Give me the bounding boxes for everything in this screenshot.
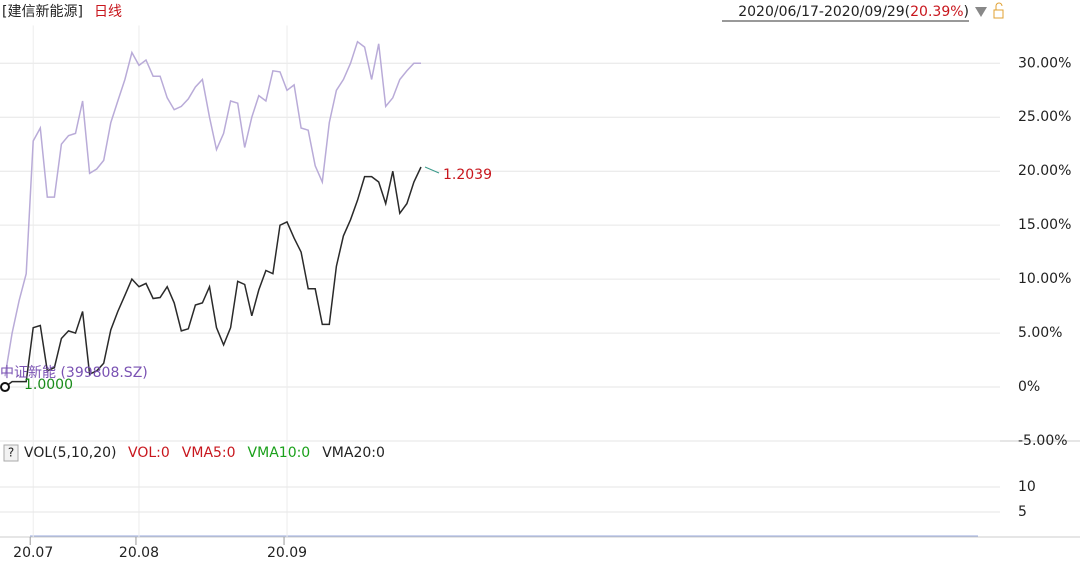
- end-pointer: [424, 166, 440, 174]
- indicator-readout: VMA10:0: [248, 445, 311, 461]
- date-range: 2020/06/17-2020/09/29: [738, 4, 904, 20]
- help-button[interactable]: [3, 444, 19, 462]
- indicator-readout: VMA20:0: [322, 445, 385, 461]
- end-label: 1.2039: [443, 167, 492, 183]
- x-tick-label: 20.09: [267, 545, 307, 561]
- y-tick-label: 15.00%: [1018, 217, 1071, 233]
- x-tick-label: 20.08: [119, 545, 159, 561]
- indicator-readout: VMA5:0: [182, 445, 236, 461]
- start-label: 1.0000: [24, 377, 73, 393]
- help-text: ?: [8, 446, 14, 460]
- y-tick-label: 5: [1018, 504, 1027, 520]
- y-tick-label: 5.00%: [1018, 325, 1062, 341]
- lock-icon: [995, 2, 1003, 10]
- y-tick-label: 30.00%: [1018, 55, 1071, 71]
- range-change: 20.39%: [910, 4, 963, 20]
- y-tick-label: -5.00%: [1018, 433, 1068, 449]
- indicator-readout: VOL:0: [128, 445, 170, 461]
- date-range-header: 2020/06/17-2020/09/29(20.39%): [738, 4, 969, 20]
- chart-title: [建信新能源]: [2, 4, 83, 20]
- y-tick-label: 0%: [1018, 379, 1040, 395]
- y-tick-label: 20.00%: [1018, 163, 1071, 179]
- series-line: [4, 166, 422, 388]
- dropdown-icon[interactable]: [975, 7, 987, 17]
- period: 日线: [94, 4, 122, 20]
- y-tick-label: 10.00%: [1018, 271, 1071, 287]
- paren: (: [905, 4, 910, 20]
- paren: ): [964, 4, 969, 20]
- y-tick-label: 25.00%: [1018, 109, 1071, 125]
- x-tick-label: 20.07: [13, 545, 53, 561]
- lock-icon[interactable]: [993, 9, 1004, 19]
- y-tick-label: 10: [1018, 479, 1036, 495]
- start-marker: [0, 382, 10, 393]
- series-line: [4, 40, 421, 377]
- indicator: VOL(5,10,20): [24, 445, 117, 461]
- series-label: 中证新能 (399808.SZ): [0, 365, 148, 381]
